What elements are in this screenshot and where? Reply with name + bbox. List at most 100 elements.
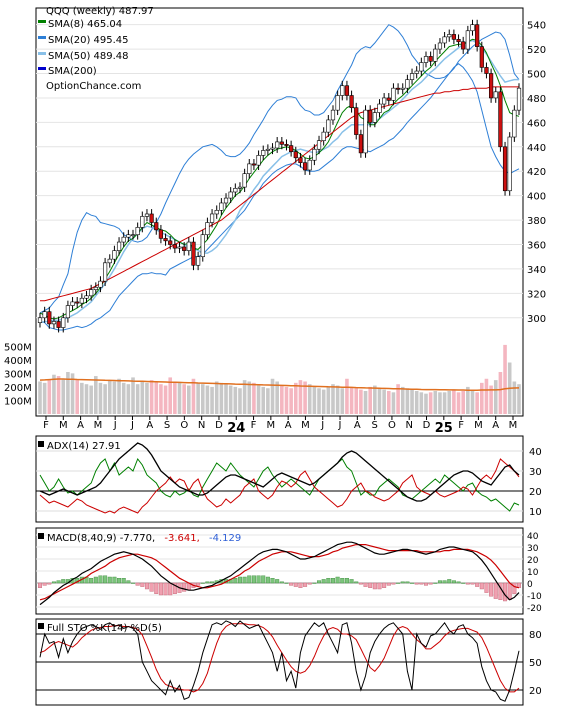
volume-bar (159, 384, 163, 414)
x-tick-label: D (215, 420, 223, 431)
volume-bar (121, 382, 126, 414)
adx-label: ADX(14) 27.91 (47, 441, 121, 452)
price-legend: QQQ (weekly) 487.97 SMA(8) 465.04 SMA(20… (38, 6, 154, 92)
macd-histogram-bar (196, 582, 201, 586)
volume-bar (391, 392, 396, 414)
macd-histogram-bar (38, 582, 43, 588)
volume-bar (256, 385, 261, 414)
macd-histogram-bar (344, 578, 349, 584)
volume-bar (224, 384, 228, 414)
candle (437, 38, 443, 54)
macd-histogram-bar (465, 582, 470, 585)
volume-y-tick-label: 500M (4, 342, 32, 353)
macd-histogram-bar (410, 582, 415, 584)
sto-y-tick-label: 20 (529, 686, 542, 697)
x-tick-label: 24 (227, 421, 245, 436)
price-y-tick-label: 480 (527, 94, 546, 105)
price-y-tick-label: 500 (527, 70, 546, 81)
candle (112, 245, 117, 265)
candle (79, 293, 84, 309)
macd-histogram-bar (414, 582, 419, 585)
candle (275, 137, 280, 153)
volume-bar (252, 382, 256, 414)
candle (470, 19, 475, 36)
macd-histogram-bar (437, 580, 442, 584)
x-tick-label: J (130, 420, 134, 431)
candle (354, 102, 359, 140)
volume-bar (200, 384, 205, 414)
price-y-tick-label: 540 (527, 21, 546, 32)
candle (103, 257, 108, 287)
adx-y-tick-label: 30 (529, 467, 542, 478)
x-tick-label: O (180, 420, 188, 431)
candle (251, 159, 257, 170)
candle (237, 182, 243, 194)
volume-bar (89, 385, 93, 414)
volume-bar (484, 378, 489, 414)
sma200-line (40, 86, 519, 302)
candle (456, 34, 461, 47)
volume-bar (354, 388, 359, 414)
legend-sma8: SMA(8) 465.04 (48, 19, 122, 30)
macd-histogram-bar (433, 582, 438, 584)
candle (475, 19, 480, 52)
macd-histogram-bar (172, 582, 177, 595)
candle (209, 209, 215, 228)
macd-y-tick-label: 0 (527, 580, 533, 590)
macd-histogram-bar (289, 582, 294, 586)
price-y-tick-label: 420 (527, 167, 546, 178)
candle (461, 36, 466, 54)
candle (507, 132, 512, 196)
sto-y-tick-label: 80 (529, 630, 542, 641)
volume-bar (442, 392, 447, 414)
sto-label: Full STO %K(14) %D(5) (47, 623, 162, 634)
candle (419, 57, 424, 76)
volume-bar (377, 388, 382, 414)
price-gridlines (36, 24, 523, 319)
volume-bar (289, 388, 293, 414)
candle (479, 41, 484, 73)
volume-bar (149, 380, 154, 414)
macd-histogram-bar (400, 581, 405, 584)
macd-histogram-bar (144, 582, 149, 590)
candle (428, 51, 433, 67)
candle (214, 205, 219, 219)
legend-swatch-sma200 (38, 67, 46, 70)
x-tick-label: J (338, 420, 342, 431)
volume-bar (438, 392, 442, 414)
price-y-tick-label: 520 (527, 45, 546, 56)
candle (140, 211, 145, 233)
candle (233, 183, 238, 197)
candle (451, 29, 456, 45)
x-tick-label: F (458, 420, 464, 431)
macd-histogram-bar (112, 576, 117, 584)
macd-histogram-bar (475, 582, 480, 587)
candle (51, 316, 57, 329)
x-tick-label: M (301, 420, 310, 431)
macd-histogram-bar (89, 578, 94, 584)
x-tick-label: M (509, 420, 518, 431)
candle (205, 217, 210, 240)
volume-bar (489, 385, 493, 414)
volume-bar (266, 388, 270, 414)
volume-bar (428, 392, 433, 414)
legend-swatch-sma8 (38, 20, 46, 23)
volume-bar (219, 382, 224, 414)
volume-y-tick-label: 100M (4, 396, 32, 407)
volume-bar (396, 384, 400, 414)
candle (154, 217, 159, 235)
volume-bar (419, 392, 424, 414)
sma50-band-lower (39, 63, 520, 331)
macd-histogram-bar (247, 575, 252, 584)
x-tick-label: D (423, 420, 431, 431)
sma50-band-upper (39, 24, 520, 314)
volume-bar (80, 382, 84, 414)
macd-histogram-bar (168, 582, 173, 596)
candle (247, 159, 252, 179)
volume-bar (214, 381, 219, 414)
candle (149, 209, 154, 228)
price-y-tick-label: 340 (527, 265, 546, 276)
candle (130, 229, 136, 240)
x-tick-label: F (43, 420, 49, 431)
candle (386, 93, 391, 106)
